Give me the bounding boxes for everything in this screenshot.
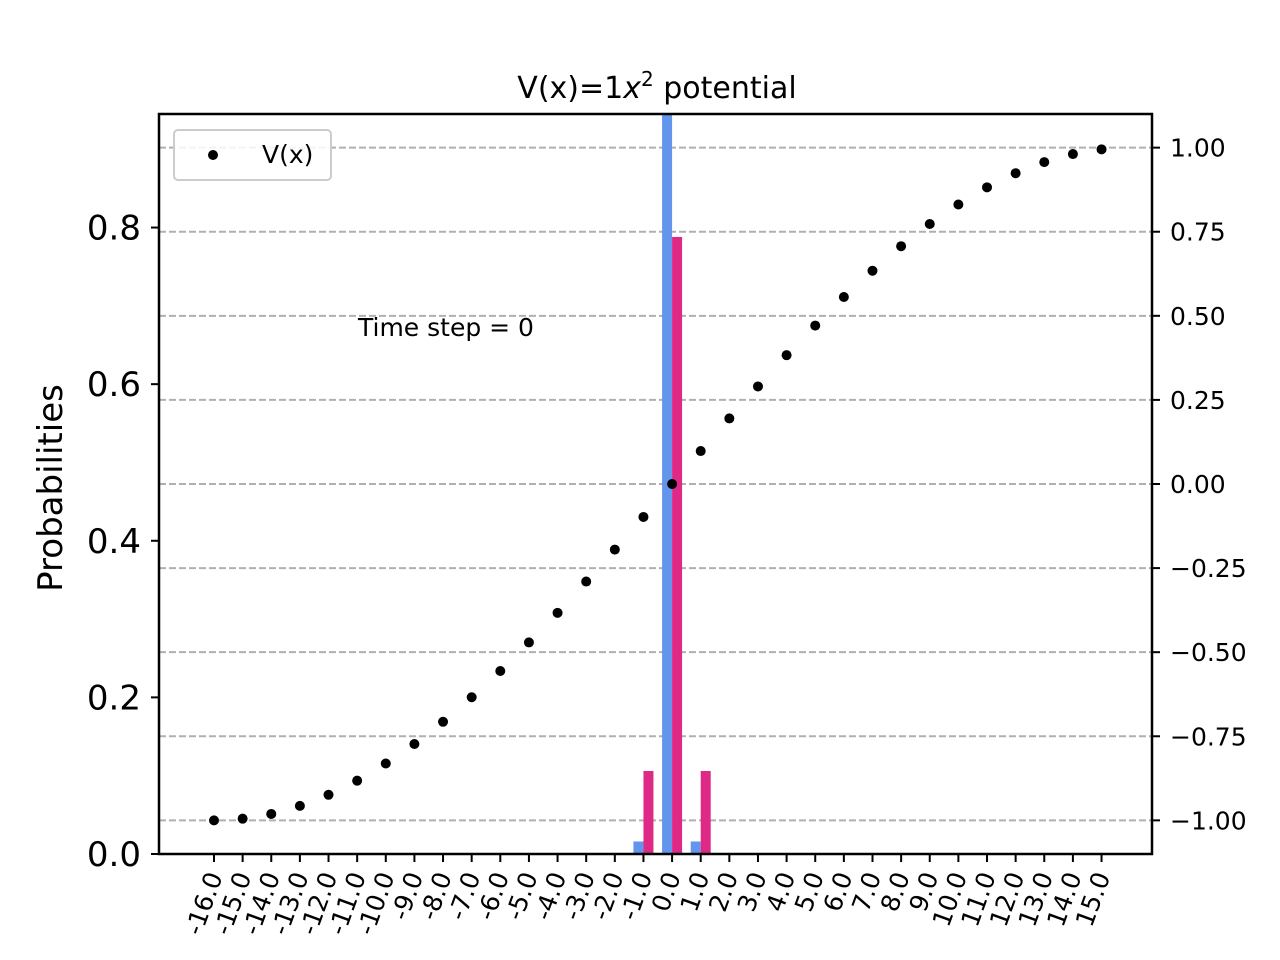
x-axis: -16.0-15.0-14.0-13.0-12.0-11.0-10.0-9.0-… bbox=[179, 854, 1116, 939]
y-tick-label: 0.6 bbox=[87, 365, 141, 405]
y2-tick-label: 0.25 bbox=[1170, 386, 1226, 415]
right-axis: 1.00 0.75 0.50 0.25 0.00 −0.25 −0.50 −0.75 −1.00 bbox=[1152, 134, 1247, 835]
potential-point bbox=[982, 182, 993, 193]
potential-point bbox=[896, 241, 907, 252]
potential-points bbox=[209, 144, 1107, 826]
y2-tick-label: −0.75 bbox=[1170, 722, 1247, 751]
y-tick-label: 0.2 bbox=[87, 678, 141, 718]
legend-label: V(x) bbox=[262, 140, 313, 169]
potential-point bbox=[867, 265, 878, 276]
y-axis-label: Probabilities bbox=[31, 384, 71, 592]
potential-point bbox=[523, 637, 534, 648]
potential-point bbox=[266, 808, 277, 819]
y2-tick-label: 0.00 bbox=[1170, 470, 1226, 499]
potential-point bbox=[294, 800, 305, 811]
potential-point bbox=[438, 716, 449, 727]
y2-tick-label: 1.00 bbox=[1170, 134, 1226, 163]
potential-point bbox=[581, 576, 592, 587]
time-step-annotation: Time step = 0 bbox=[357, 313, 534, 342]
potential-point bbox=[810, 320, 821, 331]
y2-tick-label: −0.25 bbox=[1170, 554, 1247, 583]
potential-point bbox=[638, 511, 649, 522]
bar bbox=[643, 770, 654, 854]
potential-point bbox=[953, 199, 964, 210]
potential-point bbox=[838, 291, 849, 302]
potential-point bbox=[380, 758, 391, 769]
legend-marker bbox=[208, 150, 218, 160]
y-tick-label: 0.0 bbox=[87, 835, 141, 875]
bar bbox=[700, 770, 711, 854]
legend-box bbox=[173, 129, 332, 181]
y-tick-label: 0.4 bbox=[87, 522, 141, 562]
left-axis: 0.0 0.2 0.4 0.6 0.8 bbox=[87, 209, 159, 875]
bar bbox=[690, 841, 701, 854]
potential-point bbox=[323, 789, 334, 800]
potential-point bbox=[352, 775, 363, 786]
y2-tick-label: 0.50 bbox=[1170, 302, 1226, 331]
potential-point bbox=[724, 413, 735, 424]
y2-tick-label: 0.75 bbox=[1170, 218, 1226, 247]
potential-point bbox=[667, 479, 678, 489]
potential-point bbox=[924, 218, 935, 229]
y-tick-label: 0.8 bbox=[87, 209, 141, 249]
y2-tick-label: −1.00 bbox=[1170, 806, 1247, 835]
chart-title: V(x)=1x2 potential bbox=[517, 67, 796, 106]
potential-point bbox=[409, 739, 420, 750]
potential-point bbox=[209, 815, 219, 826]
y2-tick-label: −0.50 bbox=[1170, 638, 1247, 667]
potential-point bbox=[1096, 144, 1107, 155]
potential-point bbox=[695, 446, 706, 457]
bar bbox=[633, 841, 644, 854]
potential-point bbox=[237, 813, 248, 824]
legend: V(x) bbox=[173, 129, 332, 181]
potential-point bbox=[1010, 168, 1021, 179]
potential-point bbox=[752, 381, 763, 392]
potential-point bbox=[552, 607, 563, 618]
potential-point bbox=[781, 350, 792, 361]
potential-point bbox=[1067, 149, 1078, 160]
potential-point bbox=[1039, 157, 1050, 168]
potential-point bbox=[495, 666, 506, 677]
bar bbox=[672, 236, 683, 855]
potential-point bbox=[609, 544, 620, 555]
potential-point bbox=[466, 692, 477, 703]
